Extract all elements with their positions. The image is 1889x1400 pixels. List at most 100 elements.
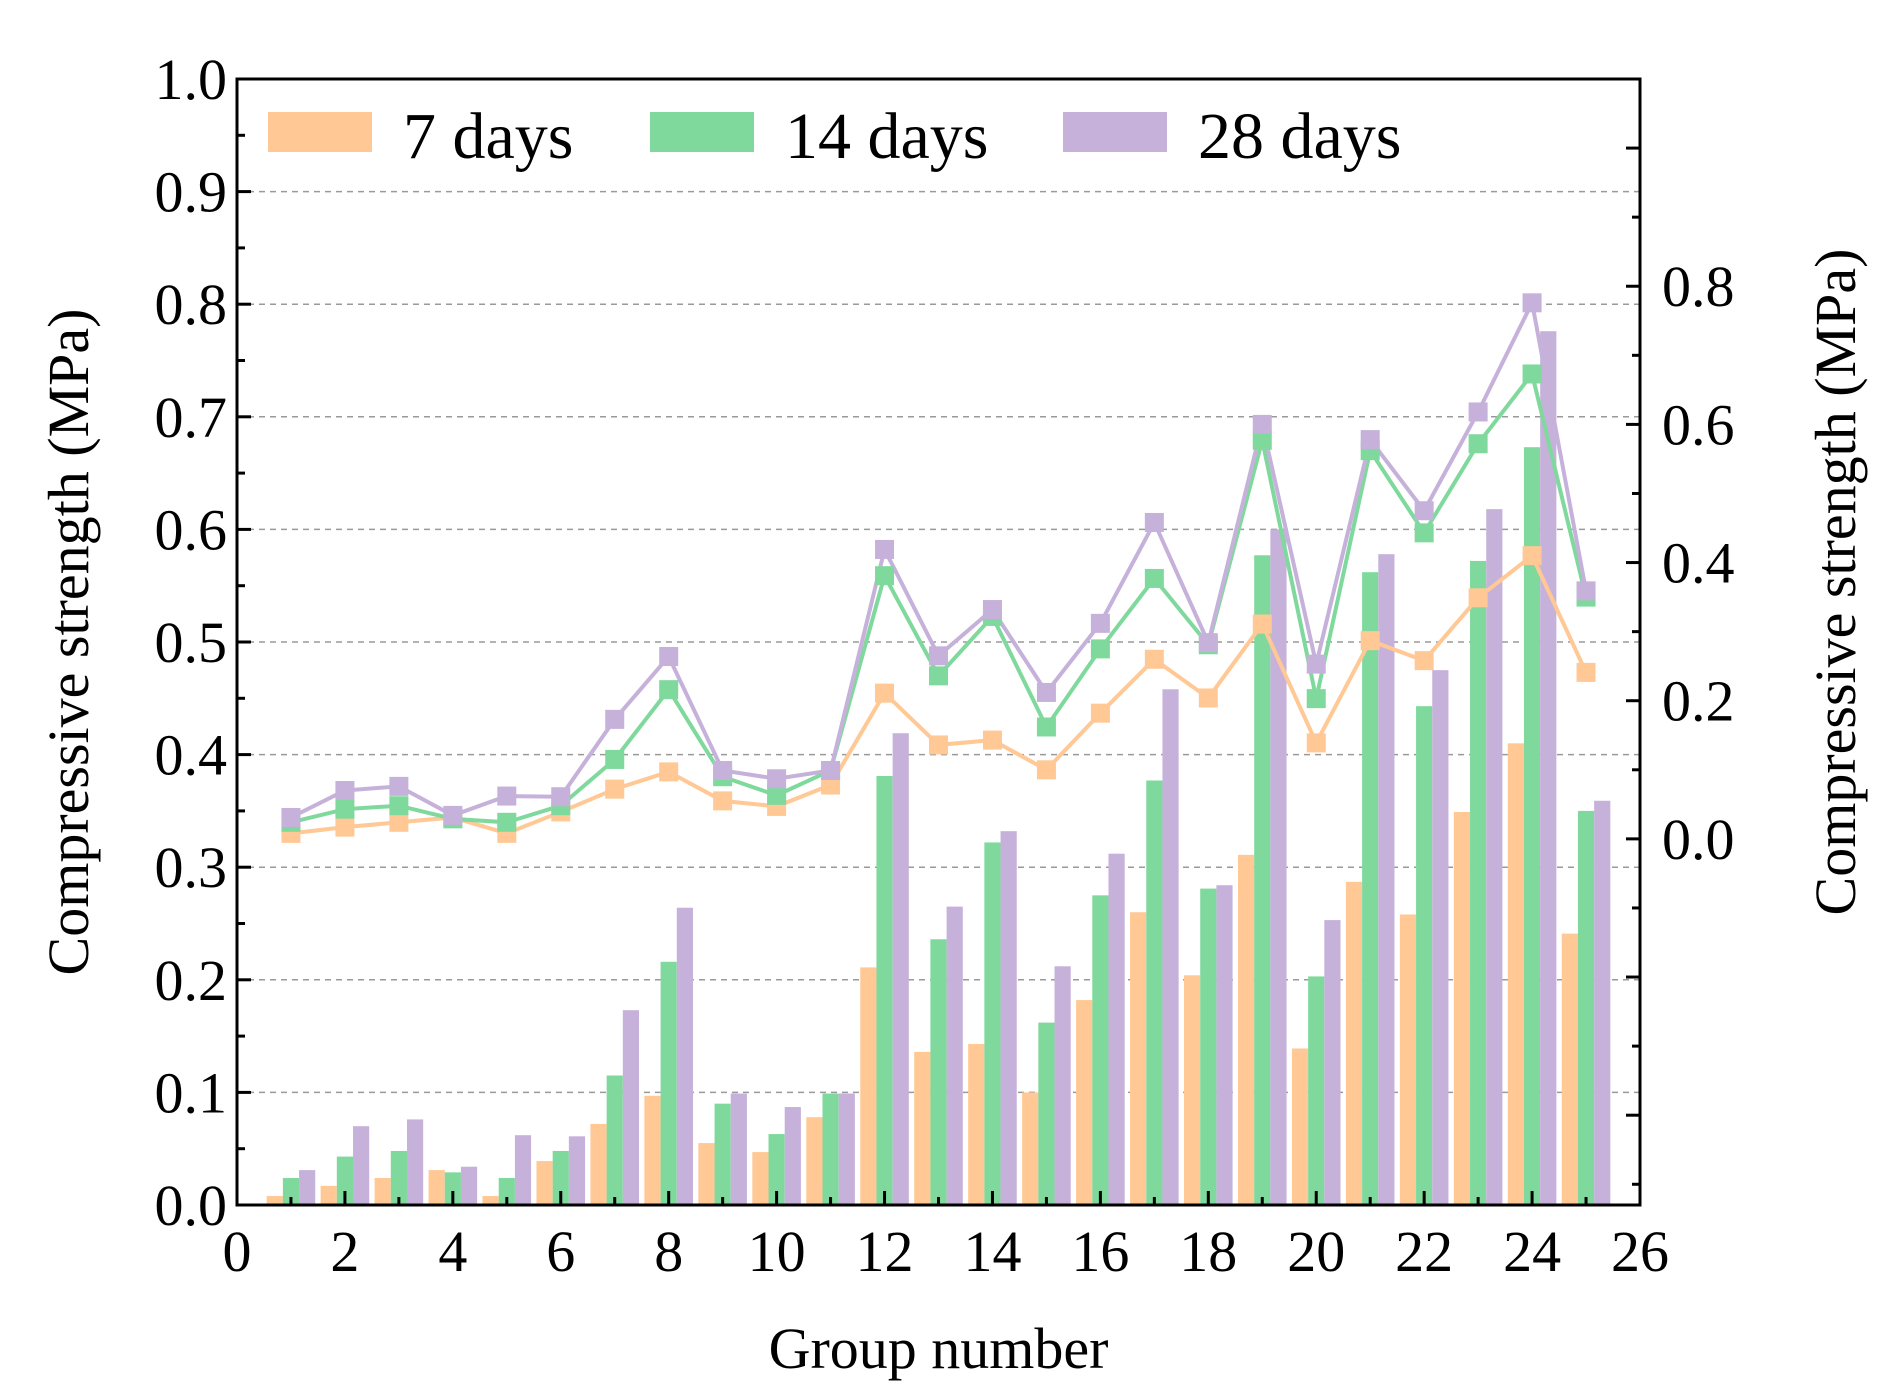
- x-tick-label: 24: [1503, 1219, 1561, 1284]
- marker-28-days-group-23: [1468, 402, 1488, 422]
- marker-7-days-group-13: [929, 735, 948, 755]
- marker-28-days-group-20: [1306, 654, 1326, 674]
- bar-14-days-group-11: [822, 1093, 839, 1205]
- marker-28-days-group-18: [1198, 633, 1218, 653]
- bar-14-days-group-23: [1470, 560, 1487, 1205]
- bar-14-days-group-6: [552, 1150, 569, 1205]
- marker-14-days-group-8: [659, 680, 679, 700]
- marker-14-days-group-2: [335, 799, 355, 819]
- bar-28-days-group-19: [1270, 529, 1287, 1205]
- marker-7-days-group-23: [1468, 588, 1488, 608]
- legend: 7 days 14 days 28 days: [268, 100, 1401, 173]
- x-tick-label: 18: [1179, 1219, 1237, 1284]
- bar-28-days-group-14: [1000, 831, 1017, 1205]
- bar-7-days-group-16: [1076, 1000, 1093, 1205]
- marker-28-days-group-5: [497, 786, 517, 806]
- legend-swatch-7-days: [268, 112, 372, 152]
- bar-7-days-group-5: [482, 1195, 499, 1205]
- marker-7-days-group-9: [713, 791, 733, 811]
- bar-7-days-group-21: [1345, 881, 1363, 1205]
- marker-28-days-group-13: [929, 646, 948, 666]
- x-tick-label: 22: [1395, 1219, 1453, 1284]
- bar-28-days-group-24: [1540, 331, 1557, 1205]
- bar-14-days-group-9: [714, 1103, 731, 1205]
- bar-7-days-group-13: [914, 1051, 931, 1205]
- bar-28-days-group-17: [1162, 689, 1179, 1205]
- bar-7-days-group-24: [1507, 743, 1524, 1205]
- marker-7-days-group-19: [1252, 614, 1272, 634]
- marker-14-days-group-22: [1414, 523, 1434, 543]
- marker-14-days-group-15: [1036, 717, 1056, 737]
- marker-28-days-group-19: [1252, 414, 1272, 434]
- bar-14-days-group-8: [660, 961, 677, 1205]
- marker-7-days-group-14: [982, 730, 1002, 750]
- bar-14-days-group-3: [390, 1150, 407, 1205]
- bar-14-days-group-7: [606, 1075, 623, 1205]
- y-right-tick-label: 0.4: [1662, 531, 1735, 596]
- bar-7-days-group-3: [374, 1177, 391, 1205]
- bar-28-days-group-11: [838, 1093, 855, 1205]
- bar-7-days-group-2: [320, 1185, 337, 1205]
- marker-28-days-group-25: [1576, 581, 1596, 601]
- bar-28-days-group-25: [1594, 800, 1611, 1205]
- y-tick-label: 0.4: [155, 723, 228, 788]
- marker-14-days-group-13: [929, 666, 948, 686]
- bar-14-days-group-17: [1146, 780, 1163, 1205]
- x-tick-label: 0: [223, 1219, 252, 1284]
- y-tick-label: 0.1: [155, 1060, 228, 1125]
- bar-7-days-group-8: [644, 1095, 661, 1205]
- marker-28-days-group-24: [1522, 293, 1542, 313]
- marker-28-days-group-6: [551, 787, 571, 807]
- marker-14-days-group-3: [389, 796, 409, 816]
- bar-14-days-group-20: [1308, 976, 1325, 1205]
- x-tick-label: 20: [1287, 1219, 1345, 1284]
- bar-14-days-group-19: [1254, 555, 1271, 1205]
- bar-14-days-group-24: [1523, 447, 1541, 1205]
- bar-14-days-group-13: [930, 939, 947, 1205]
- y-tick-label: 0.0: [155, 1173, 228, 1238]
- bar-28-days-group-2: [353, 1126, 370, 1205]
- marker-28-days-group-8: [659, 647, 679, 667]
- bar-28-days-group-1: [299, 1170, 316, 1205]
- x-tick-label: 10: [748, 1219, 806, 1284]
- y-tick-label: 0.6: [155, 497, 228, 562]
- bar-14-days-group-5: [498, 1177, 515, 1205]
- bar-7-days-group-7: [590, 1123, 607, 1205]
- bar-28-days-group-13: [946, 906, 963, 1205]
- bar-28-days-group-3: [406, 1119, 424, 1205]
- marker-7-days-group-15: [1036, 760, 1056, 780]
- x-tick-label: 12: [856, 1219, 914, 1284]
- marker-28-days-group-11: [821, 760, 841, 780]
- marker-7-days-group-7: [605, 779, 625, 799]
- bar-7-days-group-14: [968, 1043, 985, 1205]
- marker-28-days-group-7: [605, 709, 625, 729]
- marker-28-days-group-15: [1036, 682, 1056, 702]
- bar-28-days-group-5: [514, 1135, 532, 1205]
- x-tick-label: 6: [546, 1219, 575, 1284]
- bar-14-days-group-12: [876, 775, 893, 1205]
- y-axis-title-left: Compressive strength (MPa): [36, 309, 101, 976]
- marker-14-days-group-12: [875, 566, 895, 586]
- marker-7-days-group-20: [1306, 733, 1326, 753]
- marker-7-days-group-22: [1414, 651, 1434, 671]
- marker-14-days-group-7: [605, 749, 625, 769]
- bar-7-days-group-10: [752, 1152, 769, 1205]
- bar-14-days-group-22: [1416, 706, 1433, 1205]
- bar-14-days-group-15: [1038, 1022, 1055, 1205]
- marker-28-days-group-17: [1144, 512, 1164, 532]
- bar-7-days-group-6: [536, 1161, 553, 1205]
- x-tick-label: 26: [1611, 1219, 1669, 1284]
- marker-7-days-group-8: [659, 762, 679, 782]
- bar-7-days-group-20: [1291, 1048, 1309, 1205]
- bar-14-days-group-10: [768, 1134, 785, 1205]
- marker-28-days-group-14: [982, 600, 1002, 620]
- y-right-tick-label: 0.2: [1662, 669, 1735, 734]
- marker-7-days-group-17: [1144, 649, 1164, 669]
- bar-14-days-group-18: [1200, 888, 1217, 1205]
- marker-28-days-group-4: [443, 805, 463, 825]
- bar-7-days-group-22: [1399, 914, 1417, 1205]
- legend-label-14-days: 14 days: [785, 100, 988, 173]
- y-tick-label: 0.9: [155, 160, 228, 225]
- legend-swatch-28-days: [1063, 112, 1167, 152]
